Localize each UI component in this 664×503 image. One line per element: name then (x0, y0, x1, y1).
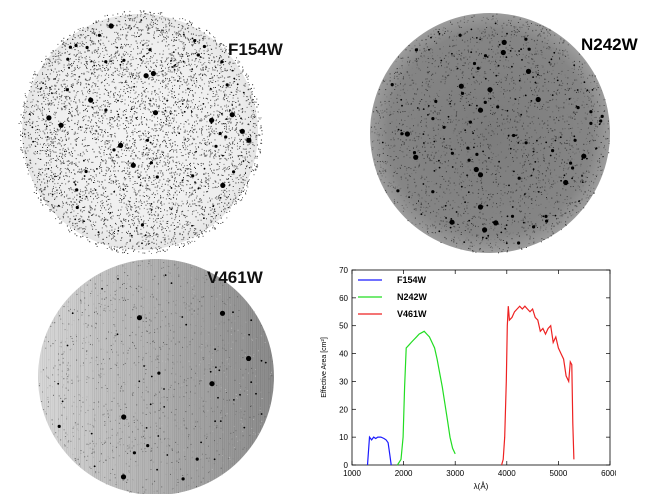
series-line-f154w (368, 437, 392, 465)
y-tick-label: 30 (339, 377, 348, 386)
n242w-star-field-image (367, 10, 613, 256)
x-tick-label: 1000 (343, 469, 361, 478)
x-tick-label: 4000 (498, 469, 516, 478)
x-tick-label: 2000 (395, 469, 413, 478)
y-tick-label: 40 (339, 350, 348, 359)
legend-label-f154w: F154W (397, 275, 427, 285)
y-tick-label: 60 (339, 294, 348, 303)
y-tick-label: 50 (339, 322, 348, 331)
n242w-label: N242W (581, 35, 638, 55)
image-panel-v461w: V461W (26, 258, 288, 494)
y-tick-label: 20 (339, 405, 348, 414)
series-line-n242w (397, 331, 455, 465)
y-tick-label: 70 (339, 266, 348, 275)
y-tick-label: 0 (344, 461, 349, 470)
x-axis-label: λ(Å) (474, 482, 489, 491)
series-line-v461w (502, 306, 574, 465)
v461w-star-field-image (26, 258, 288, 494)
v461w-label: V461W (207, 268, 263, 288)
y-tick-label: 10 (339, 433, 348, 442)
legend-label-n242w: N242W (397, 292, 428, 302)
image-panel-f154w: F154W (18, 8, 274, 254)
y-axis-label: Effective Area [cm²] (321, 337, 328, 398)
f154w-label: F154W (228, 40, 283, 60)
legend-label-v461w: V461W (397, 309, 427, 319)
x-tick-label: 5000 (550, 469, 568, 478)
image-panel-n242w: N242W (367, 10, 613, 256)
x-tick-label: 3000 (446, 469, 464, 478)
